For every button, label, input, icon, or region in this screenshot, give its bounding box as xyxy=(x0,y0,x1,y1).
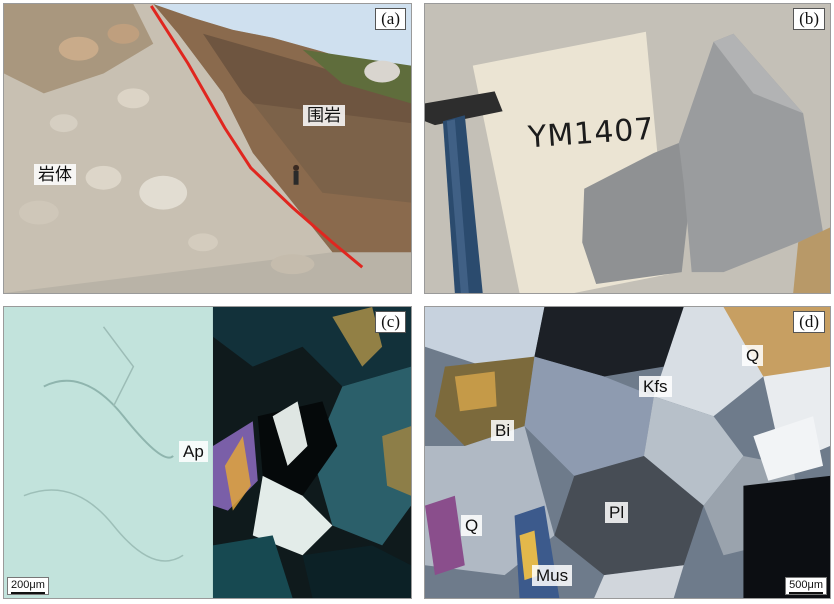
panel-d-scale-line xyxy=(789,592,823,594)
panel-c-micrograph: (c) Ap 200μm xyxy=(3,306,412,599)
pluton-label: 岩体 xyxy=(34,164,76,185)
panel-c-scale-bar: 200μm xyxy=(7,577,49,595)
mineral-assemblage-image xyxy=(425,307,830,598)
panel-d-scale-text: 500μm xyxy=(789,579,823,591)
panel-a-label: (a) xyxy=(375,8,406,30)
muscovite-label: Mus xyxy=(532,565,573,586)
contact-line xyxy=(150,5,364,269)
apatite-micrograph-image xyxy=(4,307,411,598)
biotite-label: Bi xyxy=(491,420,515,441)
panel-d-scale-bar: 500μm xyxy=(785,577,827,595)
panel-c-scale-line xyxy=(11,592,45,594)
panel-a-outcrop-photo: (a) 围岩 岩体 xyxy=(3,3,412,294)
quartz-label-left: Q xyxy=(461,515,483,536)
apatite-label: Ap xyxy=(179,441,208,462)
outcrop-photo-image xyxy=(4,4,411,293)
panel-b-hand-specimen: (b) YM1407 xyxy=(424,3,831,294)
panel-c-label: (c) xyxy=(375,311,406,333)
panel-d-micrograph: (d) Q Kfs Bi Pl Q Mus 500μm xyxy=(424,306,831,599)
panel-b-label: (b) xyxy=(793,8,825,30)
panel-c-scale-text: 200μm xyxy=(11,579,45,591)
panel-d-label: (d) xyxy=(793,311,825,333)
country-rock-label: 围岩 xyxy=(303,105,345,126)
plagioclase-label: Pl xyxy=(605,502,629,523)
quartz-label-top: Q xyxy=(742,345,764,366)
k-feldspar-label: Kfs xyxy=(639,376,672,397)
hand-specimen-image xyxy=(425,4,830,293)
